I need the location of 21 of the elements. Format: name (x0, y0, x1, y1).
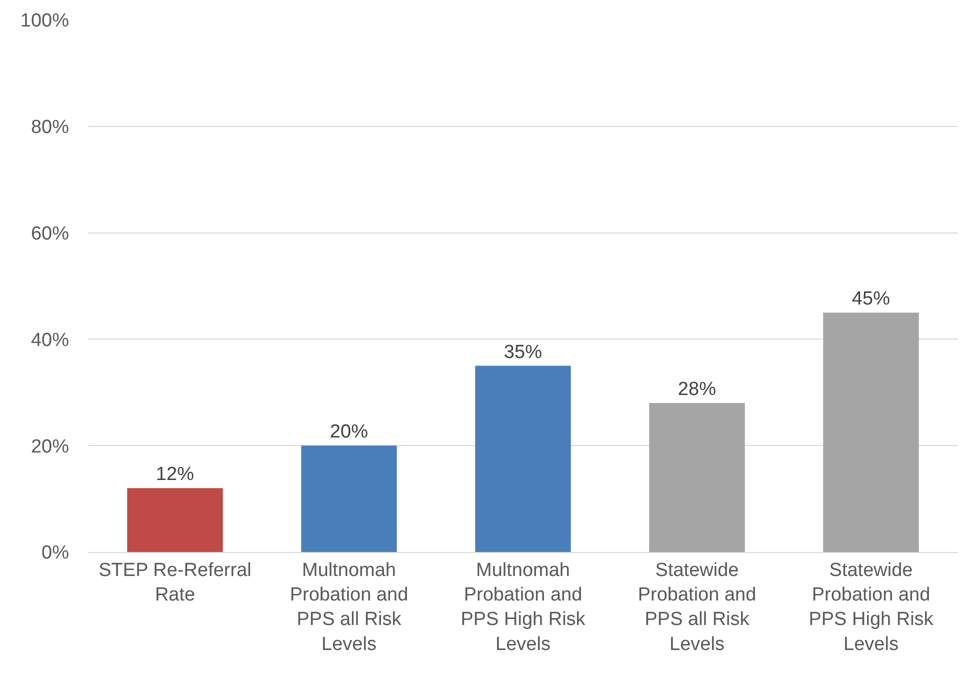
data-label: 35% (504, 342, 542, 363)
bar (649, 403, 745, 552)
y-tick-label: 20% (30, 436, 70, 458)
x-tick-label: Multnomah Probation and PPS all Risk Levels (290, 560, 408, 655)
y-tick-label: 60% (30, 223, 70, 244)
y-tick-label: 40% (30, 330, 70, 351)
data-label: 28% (678, 379, 716, 400)
x-tick-label: Statewide Probation and PPS High Risk Levels (808, 560, 934, 655)
y-tick-label: 100% (20, 10, 70, 32)
bar (475, 366, 571, 552)
x-tick-label: Multnomah Probation and PPS High Risk Levels (460, 560, 586, 655)
x-tick-label: STEP Re-Referral Rate (98, 560, 252, 606)
data-label: 20% (330, 422, 368, 443)
bar (301, 446, 397, 552)
data-label: 45% (852, 288, 890, 310)
y-tick-label: 80% (30, 117, 70, 138)
bar (823, 312, 919, 552)
data-label: 12% (156, 464, 194, 486)
x-tick-label: Statewide Probation and PPS all Risk Levels (638, 560, 756, 655)
y-tick-label: 0% (42, 542, 70, 564)
bar (127, 488, 223, 552)
